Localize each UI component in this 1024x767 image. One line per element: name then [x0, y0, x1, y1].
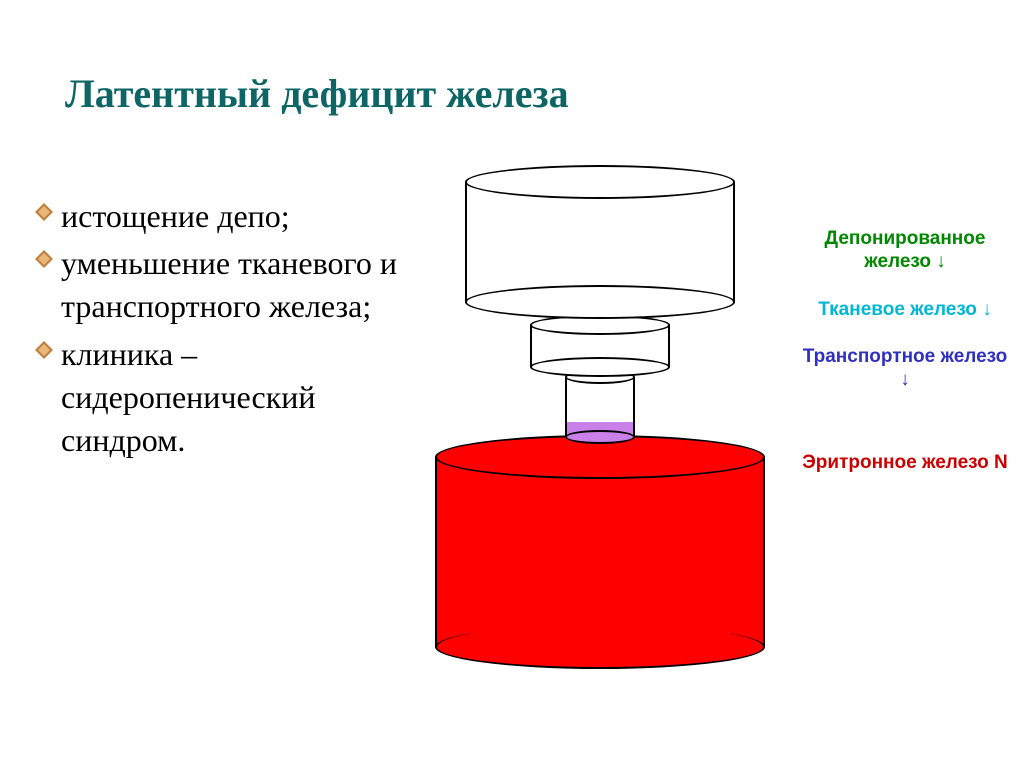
- label-tissue: Тканевое железо ↓: [800, 299, 1010, 322]
- cylinder-erythron: [435, 435, 765, 665]
- diagram-labels: Депонированное железо ↓ Тканевое железо …: [800, 228, 1010, 500]
- diamond-icon: [35, 203, 53, 221]
- cylinder-transport: [565, 370, 635, 445]
- list-item: истощение депо;: [35, 195, 415, 238]
- list-item: уменьшение тканевого и транспортного жел…: [35, 242, 415, 328]
- bullet-text: истощение депо;: [61, 195, 290, 238]
- bullet-text: уменьшение тканевого и транспортного жел…: [61, 242, 415, 328]
- list-item: клиника – сидеропенический синдром.: [35, 333, 415, 463]
- diamond-icon: [35, 250, 53, 268]
- diamond-icon: [35, 341, 53, 359]
- label-transport: Транспортное железо ↓: [800, 346, 1010, 392]
- iron-stack-diagram: [435, 165, 775, 675]
- cylinder-deposited: [465, 165, 735, 315]
- cylinder-tissue: [530, 315, 670, 375]
- page-title: Латентный дефицит железа: [65, 70, 569, 117]
- label-erythron: Эритронное железо N: [800, 452, 1010, 475]
- bullet-text: клиника – сидеропенический синдром.: [61, 333, 415, 463]
- label-deposited: Депонированное железо ↓: [800, 228, 1010, 274]
- bullet-list: истощение депо; уменьшение тканевого и т…: [35, 195, 415, 466]
